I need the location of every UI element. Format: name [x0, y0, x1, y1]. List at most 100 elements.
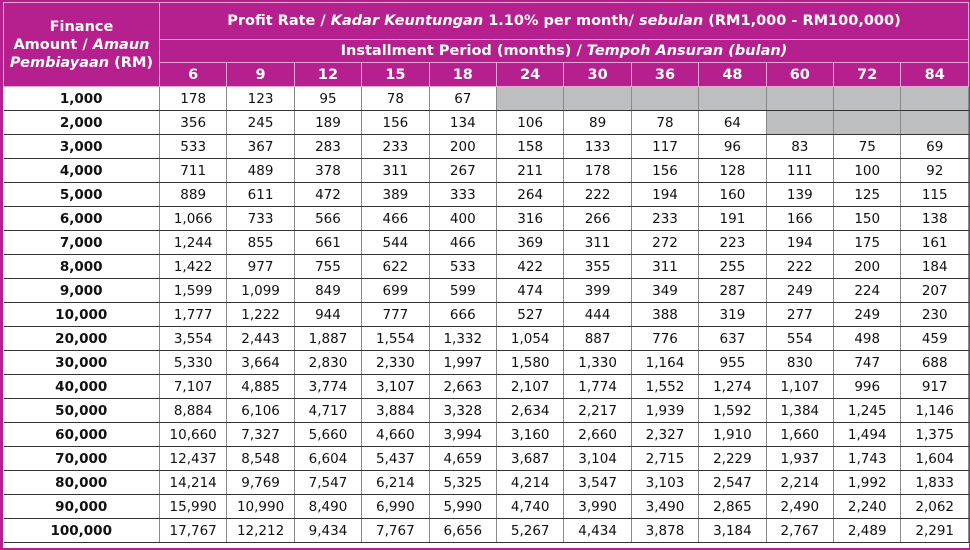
period-prefix: Installment Period (months) / [340, 43, 587, 59]
installment-cell: 3,774 [293, 374, 363, 399]
finance-amount-cell: 20,000 [3, 326, 160, 351]
installment-cell: 96 [698, 134, 767, 159]
rate-header-row: Finance Amount / Amaun Pembiayaan (RM) P… [3, 2, 970, 87]
installment-cell: 400 [428, 206, 497, 231]
installment-cell: 9,769 [226, 470, 295, 495]
installment-cell: 661 [293, 230, 363, 255]
installment-cell: 389 [361, 182, 430, 207]
installment-cell: 245 [226, 110, 295, 135]
installment-cell: 566 [293, 206, 363, 231]
installment-cell: 106 [495, 110, 565, 135]
installment-cell: 378 [293, 158, 363, 183]
installment-cell: 887 [563, 326, 632, 351]
installment-cell: 1,222 [226, 302, 295, 327]
installment-cell: 311 [361, 158, 430, 183]
installment-cell: 3,994 [428, 422, 497, 447]
amount-label-line2b: Amaun [92, 36, 150, 53]
installment-cell: 78 [361, 86, 430, 111]
installment-cell: 1,887 [293, 326, 363, 351]
installment-cell: 1,660 [765, 422, 835, 447]
installment-cell: 533 [158, 134, 228, 159]
finance-amount-cell: 10,000 [3, 302, 160, 327]
installment-cell: 1,604 [900, 446, 969, 471]
installment-cell: 69 [900, 134, 969, 159]
installment-cell: 466 [361, 206, 430, 231]
installment-cell: 3,160 [495, 422, 565, 447]
installment-cell: 472 [293, 182, 363, 207]
installment-cell: 150 [833, 206, 902, 231]
installment-cell: 2,547 [698, 470, 767, 495]
table-row: 80,000 14,214 9,769 7,547 6,214 5,325 4,214 3,5… [3, 470, 969, 495]
installment-cell: 100 [833, 158, 902, 183]
installment-cell: 200 [428, 134, 497, 159]
unavailable-cell [833, 110, 902, 135]
installment-cell: 4,659 [428, 446, 497, 471]
installment-cell: 175 [833, 230, 902, 255]
installment-cell: 222 [563, 182, 632, 207]
table-row: 2,000 356 245 189 156 134 106 89 78 64 [3, 110, 969, 135]
finance-amount-cell: 60,000 [3, 422, 160, 447]
installment-cell: 1,937 [765, 446, 835, 471]
installment-cell: 611 [226, 182, 295, 207]
installment-cell: 8,490 [293, 494, 363, 519]
installment-cell: 733 [226, 206, 295, 231]
installment-cell: 17,767 [158, 518, 228, 543]
installment-cell: 287 [698, 278, 767, 303]
installment-cell: 637 [698, 326, 767, 351]
installment-cell: 777 [361, 302, 430, 327]
installment-cell: 2,660 [563, 422, 632, 447]
installment-cell: 5,660 [293, 422, 363, 447]
installment-cell: 191 [698, 206, 767, 231]
finance-amount-cell: 70,000 [3, 446, 160, 471]
finance-amount-cell: 3,000 [3, 134, 160, 159]
finance-amount-cell: 9,000 [3, 278, 160, 303]
installment-cell: 3,103 [630, 470, 700, 495]
installment-cell: 349 [630, 278, 700, 303]
installment-cell: 977 [226, 254, 295, 279]
installment-cell: 996 [833, 374, 902, 399]
table-row: 1,000 178 123 95 78 67 [3, 86, 969, 111]
installment-cell: 311 [563, 230, 632, 255]
installment-cell: 207 [900, 278, 969, 303]
installment-cell: 78 [630, 110, 700, 135]
unavailable-cell [765, 110, 835, 135]
installment-cell: 4,434 [563, 518, 632, 543]
installment-cell: 544 [361, 230, 430, 255]
installment-cell: 249 [833, 302, 902, 327]
installment-cell: 2,240 [833, 494, 902, 519]
table-row: 30,000 5,330 3,664 2,830 2,330 1,997 1,580 1,33… [3, 350, 969, 375]
table-row: 7,000 1,244 855 661 544 466 369 311 272 223 194 175… [3, 230, 969, 255]
finance-amount-cell: 80,000 [3, 470, 160, 495]
installment-cell: 222 [765, 254, 835, 279]
installment-cell: 3,107 [361, 374, 430, 399]
installment-cell: 223 [698, 230, 767, 255]
installment-cell: 1,332 [428, 326, 497, 351]
table-row: 50,000 8,884 6,106 4,717 3,884 3,328 2,634 2,21… [3, 398, 969, 423]
table-row: 3,000 533 367 283 233 200 158 133 117 96 83 75 69 [3, 134, 969, 159]
installment-cell: 266 [563, 206, 632, 231]
installment-cell: 264 [495, 182, 565, 207]
installment-cell: 138 [900, 206, 969, 231]
installment-cell: 533 [428, 254, 497, 279]
installment-cell: 3,664 [226, 350, 295, 375]
installment-cell: 15,990 [158, 494, 228, 519]
unavailable-cell [765, 86, 835, 111]
installment-cell: 5,330 [158, 350, 228, 375]
amount-label-line1: Finance [49, 18, 114, 35]
unavailable-cell [698, 86, 767, 111]
installment-cell: 2,715 [630, 446, 700, 471]
installment-cell: 194 [765, 230, 835, 255]
unavailable-cell [900, 110, 969, 135]
installment-cell: 7,107 [158, 374, 228, 399]
period-header-18: 18 [428, 62, 497, 87]
installment-cell: 139 [765, 182, 835, 207]
installment-cell: 158 [495, 134, 565, 159]
period-header-12: 12 [293, 62, 363, 87]
unavailable-cell [833, 86, 902, 111]
installment-cell: 3,328 [428, 398, 497, 423]
installment-cell: 128 [698, 158, 767, 183]
installment-cell: 755 [293, 254, 363, 279]
finance-amount-cell: 7,000 [3, 230, 160, 255]
installment-cell: 5,267 [495, 518, 565, 543]
installment-cell: 1,592 [698, 398, 767, 423]
